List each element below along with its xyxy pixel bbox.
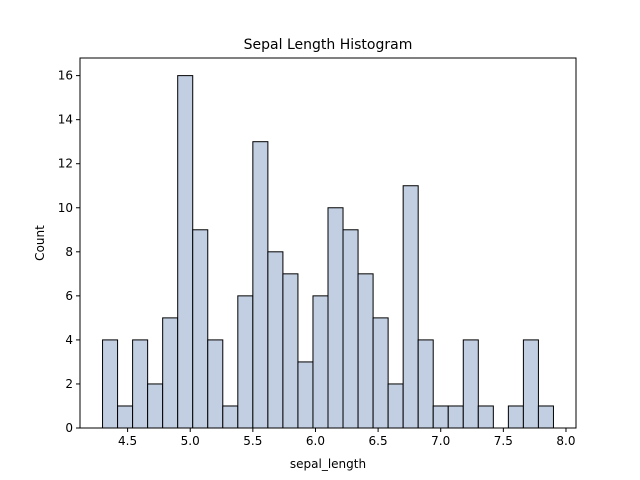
histogram-bar [297, 361, 314, 429]
x-tick-label: 6.0 [306, 434, 325, 448]
histogram-bar [342, 229, 359, 429]
y-tick-label: 6 [65, 289, 73, 303]
histogram-bar [267, 251, 284, 429]
histogram-bar [207, 339, 224, 429]
x-axis-ticks: 4.5 5.0 5.5 6.0 6.5 7.0 7.5 8.0 [118, 428, 576, 448]
histogram-bar [237, 295, 254, 429]
histogram-bar [222, 405, 239, 429]
x-tick-label: 7.5 [494, 434, 513, 448]
histogram-bar [537, 405, 554, 429]
x-tick-label: 4.5 [118, 434, 137, 448]
histogram-bar [447, 405, 464, 429]
histogram-bar [117, 405, 134, 429]
histogram-bar [162, 317, 179, 429]
histogram-bar [102, 339, 119, 429]
y-tick-label: 16 [58, 69, 73, 83]
histogram-bar [522, 339, 539, 429]
chart-title: Sepal Length Histogram [244, 37, 413, 53]
histogram-bar [417, 339, 434, 429]
y-tick-label: 8 [65, 245, 73, 259]
y-tick-label: 0 [65, 421, 73, 435]
y-axis-ticks: 0 2 4 6 8 10 12 14 16 [58, 69, 80, 435]
x-axis-label: sepal_length [290, 457, 366, 471]
x-tick-label: 7.0 [431, 434, 450, 448]
histogram-bar [147, 383, 164, 429]
x-tick-label: 5.0 [181, 434, 200, 448]
histogram-bar [507, 405, 524, 429]
histogram-bar [372, 317, 389, 429]
x-tick-label: 8.0 [556, 434, 575, 448]
histogram-bar [312, 295, 329, 429]
histogram-bar [357, 273, 374, 429]
histogram-bar [132, 339, 149, 429]
histogram-bar [387, 383, 404, 429]
histogram-bar [177, 75, 194, 429]
x-tick-label: 6.5 [369, 434, 388, 448]
y-axis-label: Count [33, 225, 47, 261]
x-tick-label: 5.5 [243, 434, 262, 448]
histogram-bar [402, 185, 419, 429]
y-tick-label: 2 [65, 377, 73, 391]
y-tick-label: 10 [58, 201, 73, 215]
y-tick-label: 14 [58, 113, 73, 127]
histogram-bar [327, 207, 344, 429]
histogram-bar [282, 273, 299, 429]
histogram-bar [462, 339, 479, 429]
y-tick-label: 4 [65, 333, 73, 347]
histogram-bar [432, 405, 449, 429]
histogram-bar [192, 229, 209, 429]
y-tick-label: 12 [58, 157, 73, 171]
bars-group [102, 75, 554, 429]
histogram-bar [252, 141, 269, 429]
histogram-bar [477, 405, 494, 429]
plot-frame [79, 57, 577, 429]
